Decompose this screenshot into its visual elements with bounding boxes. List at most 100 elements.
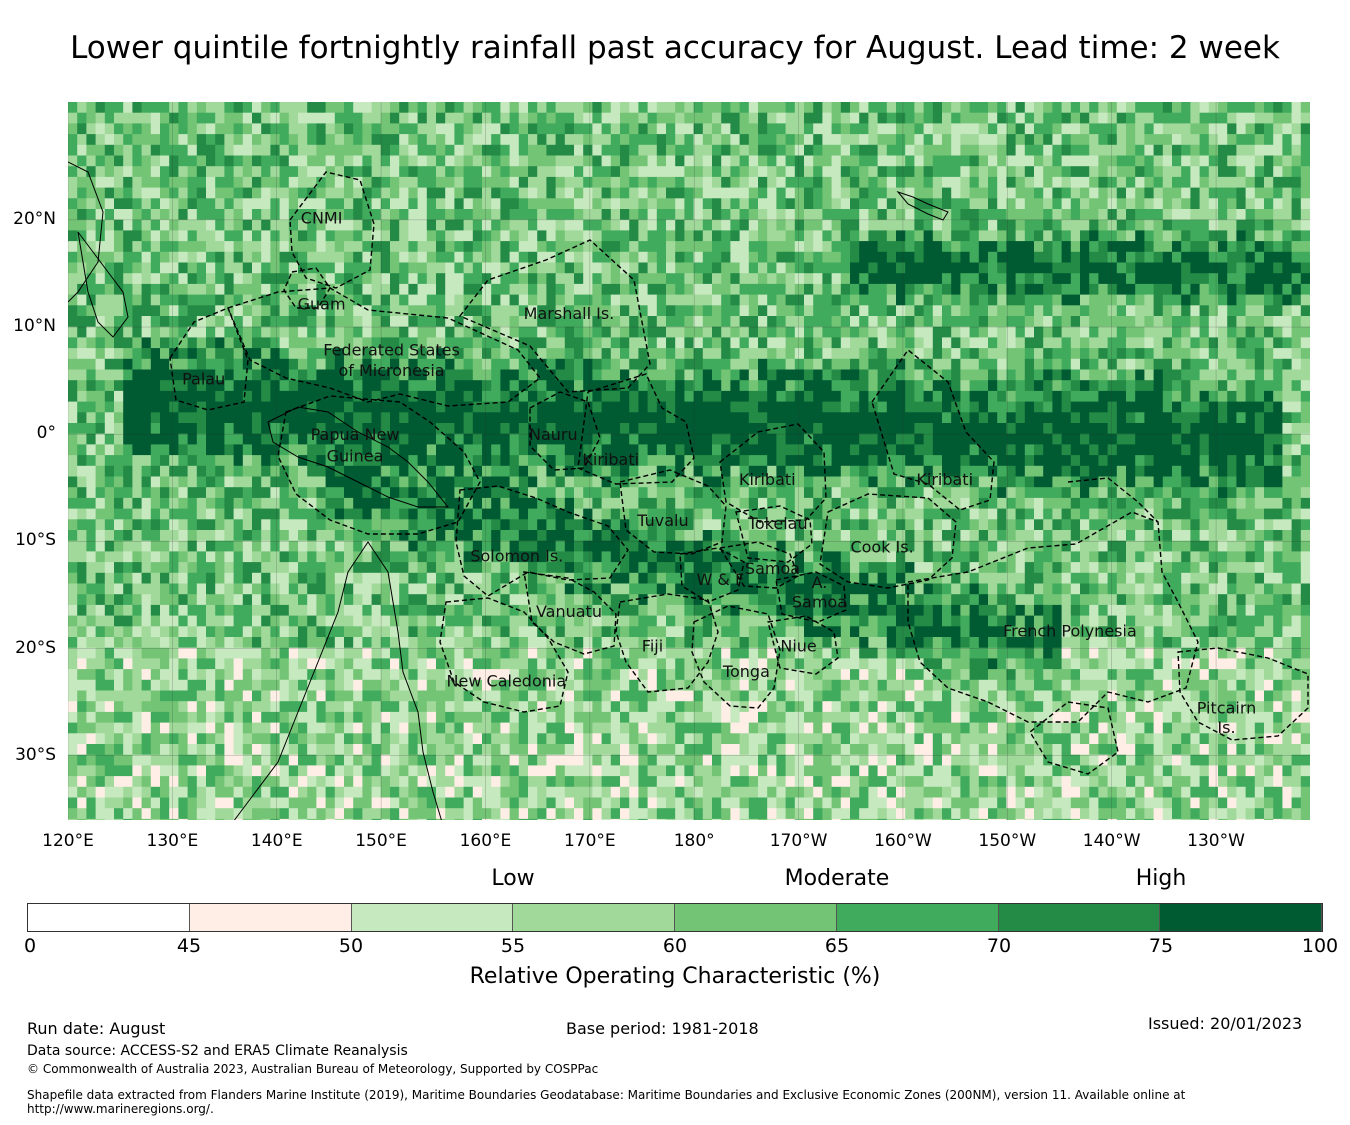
map-cell [242, 465, 253, 477]
map-cell [270, 112, 280, 124]
map-cell [307, 123, 317, 135]
map-cell [850, 337, 860, 349]
map-cell [233, 230, 244, 242]
map-cell [564, 326, 575, 338]
map-cell [1135, 262, 1145, 274]
map-cell [68, 369, 78, 381]
map-cell [445, 155, 455, 167]
map-cell [252, 251, 262, 263]
map-cell [601, 401, 612, 413]
map-cell [767, 241, 777, 253]
map-cell [270, 198, 280, 210]
map-cell [316, 465, 326, 477]
map-cell [298, 433, 308, 445]
map-cell [702, 294, 713, 306]
map-cell [426, 262, 437, 274]
map-cell [445, 251, 455, 263]
map-cell [77, 444, 87, 456]
map-cell [252, 358, 262, 370]
map-cell [583, 209, 593, 221]
map-cell [215, 326, 225, 338]
map-cell [1070, 476, 1081, 488]
map-cell [840, 123, 851, 135]
map-cell [1052, 487, 1062, 499]
map-cell [840, 476, 851, 488]
map-cell [1264, 423, 1274, 435]
map-cell [1199, 455, 1210, 467]
map-cell [123, 251, 133, 263]
map-cell [307, 369, 317, 381]
map-cell [739, 230, 750, 242]
map-cell [988, 230, 998, 242]
map-cell [150, 134, 161, 146]
map-cell [206, 316, 216, 328]
map-cell [491, 176, 501, 188]
map-cell [1172, 412, 1182, 424]
map-cell [454, 166, 464, 178]
map-cell [555, 390, 566, 402]
map-cell [1089, 465, 1099, 477]
map-cell [693, 134, 704, 146]
map-cell [1254, 412, 1265, 424]
map-cell [822, 219, 832, 231]
map-cell [1080, 166, 1090, 178]
map-cell [472, 337, 483, 349]
map-cell [68, 497, 78, 509]
map-cell [325, 412, 336, 424]
map-cell [1015, 134, 1026, 146]
map-cell [721, 369, 731, 381]
map-cell [528, 423, 538, 435]
map-cell [831, 348, 842, 360]
map-cell [997, 380, 1007, 392]
map-cell [896, 476, 906, 488]
map-cell [233, 358, 244, 370]
map-cell [905, 337, 915, 349]
map-cell [629, 187, 639, 199]
map-cell [1061, 209, 1072, 221]
map-cell [307, 337, 317, 349]
map-cell [1070, 283, 1081, 295]
map-cell [316, 209, 326, 221]
map-cell [822, 294, 832, 306]
map-cell [601, 251, 612, 263]
map-cell [1153, 273, 1164, 285]
map-cell [583, 134, 593, 146]
map-cell [362, 465, 372, 477]
map-cell [482, 390, 492, 402]
map-cell [886, 273, 897, 285]
map-cell [454, 423, 464, 435]
map-area[interactable]: CNMI Guam Marshall Is. Federated States of M… [68, 102, 1310, 820]
map-cell [178, 316, 188, 328]
map-cell [325, 166, 336, 178]
map-cell [1199, 166, 1210, 178]
map-cell [1190, 198, 1200, 210]
map-cell [831, 155, 842, 167]
map-cell [831, 187, 842, 199]
map-cell [169, 241, 179, 253]
map-cell [436, 187, 446, 199]
map-cell [1024, 209, 1035, 221]
map-cell [325, 316, 336, 328]
map-cell [1282, 230, 1292, 242]
map-cell [675, 433, 685, 445]
map-cell [574, 209, 584, 221]
map-cell [951, 316, 961, 328]
map-cell [454, 176, 464, 188]
map-cell [1024, 166, 1035, 178]
map-cell [1153, 465, 1164, 477]
map-cell [1135, 230, 1145, 242]
map-cell [491, 358, 501, 370]
map-cell [1144, 316, 1154, 328]
map-cell [730, 433, 740, 445]
map-cell [629, 487, 639, 499]
map-cell [298, 390, 308, 402]
map-cell [1116, 144, 1127, 156]
map-cell [500, 390, 510, 402]
map-cell [923, 134, 934, 146]
map-cell [638, 487, 648, 499]
map-cell [1034, 476, 1044, 488]
map-cell [123, 283, 133, 295]
map-cell [86, 444, 96, 456]
map-cell [1070, 209, 1081, 221]
map-cell [1162, 455, 1173, 467]
